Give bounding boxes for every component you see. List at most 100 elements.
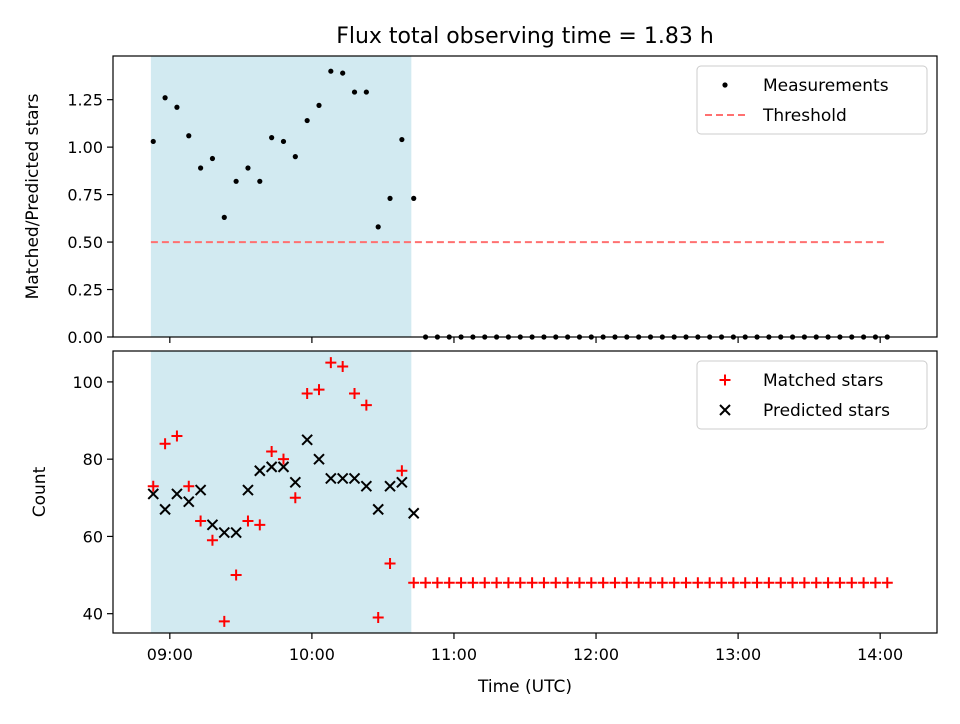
matched-star-point	[455, 577, 467, 589]
top-panel: 0.00 0.25 0.50 0.75 1.00 1.25 Matched/Predicte…	[23, 55, 938, 347]
measurement-point	[351, 89, 358, 95]
predicted-star-point	[372, 503, 384, 516]
top-y-axis-label: Matched/Predicted stars	[23, 93, 43, 299]
matched-star-point	[526, 577, 538, 589]
matched-star-point	[159, 438, 171, 450]
measurement-point	[340, 70, 346, 76]
measurement-point	[292, 154, 298, 160]
matched-star-point	[881, 577, 893, 589]
predicted-star-point	[277, 461, 290, 473]
predicted-star-point	[396, 476, 408, 489]
matched-star-point	[277, 453, 289, 465]
matched-star-point	[502, 577, 514, 589]
matched-star-point	[597, 577, 609, 589]
matched-star-point	[171, 430, 183, 442]
matched-star-point	[372, 612, 384, 624]
measurement-point	[174, 104, 180, 110]
matched-star-point	[609, 577, 621, 589]
top-y-tick-label: 0.50	[67, 233, 103, 252]
bottom-legend-marker	[719, 404, 731, 416]
bottom-legend-label: Predicted stars	[763, 401, 890, 421]
matched-star-point	[763, 577, 775, 589]
x-axis-label: Time (UTC)	[477, 677, 572, 697]
matched-star-point	[325, 357, 337, 369]
measurement-point	[387, 195, 393, 201]
measurement-point	[280, 138, 287, 145]
matched-star-point	[242, 515, 254, 527]
measurement-point	[198, 165, 204, 171]
predicted-star-point	[183, 495, 195, 508]
predicted-star-point	[325, 472, 337, 485]
matched-star-point	[514, 577, 526, 589]
matched-star-point	[431, 577, 443, 589]
x-tick-label: 10:00	[289, 645, 335, 664]
matched-star-point	[739, 577, 751, 589]
predicted-stars-series	[147, 434, 420, 539]
matched-star-point	[408, 577, 420, 589]
predicted-star-point	[408, 507, 420, 519]
top-y-tick-label: 0.75	[67, 186, 103, 205]
measurement-point	[221, 214, 227, 220]
matched-star-point	[289, 492, 301, 504]
predicted-star-point	[313, 453, 325, 465]
matched-star-point	[834, 577, 846, 589]
bottom-panel: 40 60 80 100 09:00 10:00 11:00 12:00 13:00 14:00 C…	[30, 350, 938, 664]
matched-star-point	[230, 569, 242, 581]
predicted-star-point	[206, 519, 219, 531]
bottom-legend-marker	[719, 374, 731, 386]
matched-star-point	[479, 577, 491, 589]
matched-star-point	[704, 577, 716, 589]
x-tick-label: 14:00	[857, 645, 903, 664]
matched-star-point	[869, 577, 881, 589]
measurement-point	[150, 138, 156, 145]
matched-star-point	[396, 465, 408, 477]
predicted-star-point	[218, 526, 230, 539]
x-tick-label: 09:00	[147, 645, 193, 664]
matched-star-point	[822, 577, 834, 589]
matched-star-point	[846, 577, 858, 589]
matched-star-point	[147, 480, 159, 492]
top-axes-frame	[112, 55, 938, 338]
matched-star-point	[337, 360, 349, 372]
measurement-point	[245, 165, 251, 171]
x-tick-label: 11:00	[431, 645, 477, 664]
bottom-legend-label: Matched stars	[763, 371, 883, 391]
measurement-point	[209, 155, 216, 162]
matched-star-point	[716, 577, 728, 589]
matched-star-point	[195, 515, 207, 527]
matched-star-point	[266, 445, 278, 457]
matched-star-point	[360, 399, 372, 411]
measurement-point	[399, 136, 405, 143]
matched-star-point	[692, 577, 704, 589]
measurement-point	[233, 178, 239, 184]
matched-star-point	[491, 577, 503, 589]
bottom-observing-span	[150, 351, 412, 633]
matched-star-point	[206, 534, 218, 546]
matched-star-point	[218, 615, 230, 627]
matched-star-point	[443, 577, 455, 589]
measurements-series	[150, 68, 890, 340]
bottom-y-tick-label: 80	[83, 450, 103, 469]
matched-star-point	[585, 577, 597, 589]
matched-star-point	[384, 557, 396, 569]
bottom-y-tick-label: 40	[83, 605, 103, 624]
predicted-star-point	[384, 480, 396, 492]
predicted-star-point	[194, 484, 207, 496]
top-y-tick-label: 0.00	[67, 328, 103, 347]
matched-star-point	[798, 577, 810, 589]
predicted-star-point	[254, 465, 266, 477]
measurement-point	[257, 178, 263, 184]
predicted-star-point	[159, 503, 171, 516]
matched-star-point	[810, 577, 822, 589]
matched-star-point	[858, 577, 870, 589]
top-legend-label: Measurements	[763, 76, 889, 96]
matched-star-point	[349, 387, 361, 399]
top-legend-box	[696, 65, 928, 135]
measurement-point	[363, 89, 369, 95]
top-y-tick-label: 1.25	[67, 91, 103, 110]
matched-star-point	[668, 577, 680, 589]
bottom-y-tick-label: 60	[83, 527, 103, 546]
matched-star-point	[467, 577, 479, 589]
